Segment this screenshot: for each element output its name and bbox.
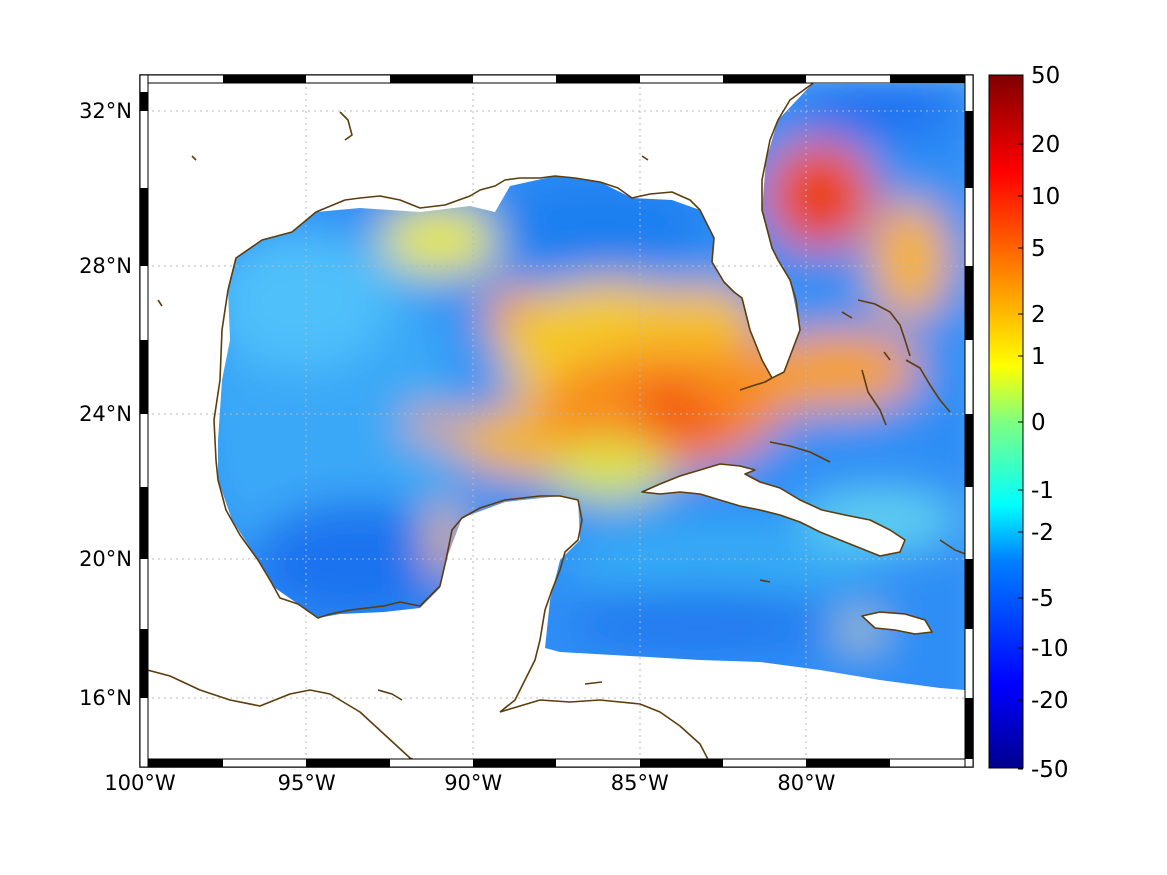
latitude-label: 32°N xyxy=(79,99,132,123)
colorbar-label: 0 xyxy=(1031,410,1046,436)
longitude-labels: 100°W 95°W 90°W 85°W 80°W xyxy=(104,771,835,795)
colorbar-label: -2 xyxy=(1031,520,1054,546)
colorbar-gradient xyxy=(988,74,1024,769)
longitude-label: 80°W xyxy=(777,771,835,795)
latitude-label: 24°N xyxy=(79,402,132,426)
colorbar-label: -5 xyxy=(1031,586,1054,612)
colorbar-label: -20 xyxy=(1031,688,1069,714)
longitude-label: 90°W xyxy=(444,771,502,795)
latitude-label: 20°N xyxy=(79,547,132,571)
longitude-label: 95°W xyxy=(278,771,336,795)
latitude-label: 28°N xyxy=(79,254,132,278)
colorbar-label: -10 xyxy=(1031,636,1069,662)
colorbar-label: 5 xyxy=(1031,236,1046,262)
colorbar-label: 2 xyxy=(1031,302,1046,328)
colorbar-label: 10 xyxy=(1031,184,1060,210)
colorbar-label: -50 xyxy=(1031,757,1069,783)
longitude-label: 85°W xyxy=(611,771,669,795)
map-frame xyxy=(139,74,974,768)
colorbar-label: 1 xyxy=(1031,344,1046,370)
colorbar-label: 20 xyxy=(1031,132,1060,158)
longitude-label: 100°W xyxy=(104,771,176,795)
colorbar-label: -1 xyxy=(1031,478,1054,504)
latitude-label: 16°N xyxy=(79,686,132,710)
colorbar-label: 50 xyxy=(1031,63,1060,89)
latitude-labels: 32°N 28°N 24°N 20°N 16°N xyxy=(79,99,132,710)
coastlines xyxy=(140,75,969,767)
